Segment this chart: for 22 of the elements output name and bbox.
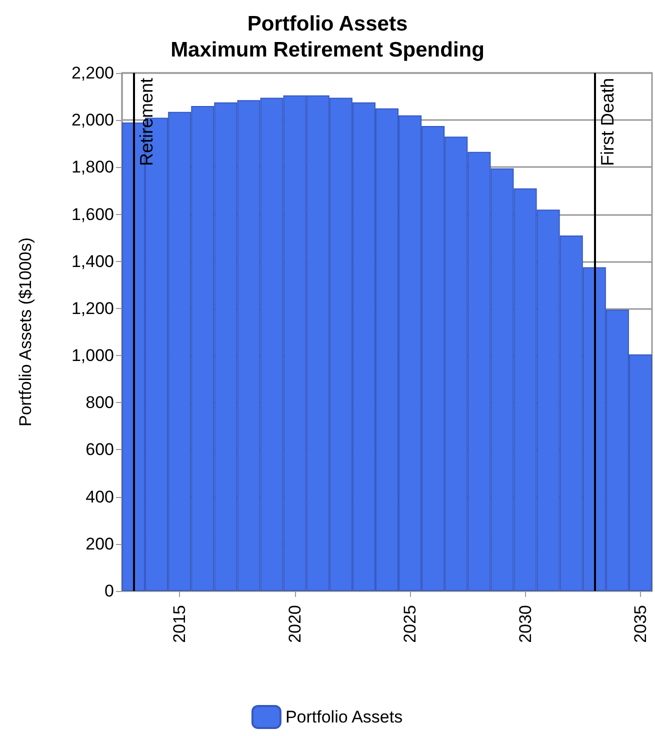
y-tick-label: 2,000 bbox=[71, 110, 114, 130]
y-tick-label: 0 bbox=[104, 582, 114, 600]
x-tick-label: 2030 bbox=[516, 605, 535, 643]
x-tick-label: 2025 bbox=[400, 605, 420, 643]
y-tick-label: 800 bbox=[86, 393, 114, 412]
legend-label: Portfolio Assets bbox=[285, 708, 403, 726]
ref-line-label: First Death bbox=[597, 78, 618, 166]
ref-line-label: Retirement bbox=[136, 78, 157, 166]
y-tick-label: 200 bbox=[86, 534, 114, 554]
y-tick-label: 400 bbox=[86, 487, 114, 506]
y-tick-label: 600 bbox=[86, 440, 114, 460]
y-tick-label: 1,800 bbox=[71, 158, 114, 177]
y-tick-label: 1,600 bbox=[71, 204, 114, 224]
chart-title: Portfolio Assets Maximum Retirement Spending bbox=[170, 12, 484, 62]
y-tick-label: 1,400 bbox=[71, 252, 114, 271]
x-tick-label: 2020 bbox=[285, 605, 304, 643]
x-tick-label: 2015 bbox=[170, 605, 190, 643]
y-tick-label: 1,000 bbox=[71, 346, 114, 366]
x-tick-label: 2035 bbox=[630, 605, 650, 643]
y-axis-title: Portfolio Assets ($1000s) bbox=[16, 238, 35, 426]
y-tick-label: 1,200 bbox=[71, 298, 114, 318]
y-tick-label: 2,200 bbox=[71, 64, 114, 82]
